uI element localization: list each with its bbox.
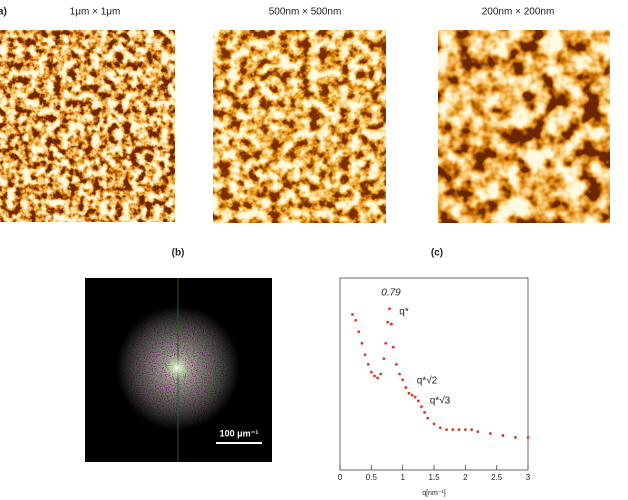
data-point: [373, 374, 376, 378]
data-point: [501, 434, 505, 437]
image-title: 500nm × 500nm: [269, 7, 342, 18]
x-tick-label: 0.5: [366, 473, 378, 482]
data-point: [416, 399, 420, 403]
image-title: 1μm × 1μm: [70, 7, 121, 18]
fft-core: [165, 356, 189, 380]
data-point: [366, 363, 370, 366]
annotation: 0.79: [381, 288, 401, 299]
data-point: [384, 341, 388, 345]
data-point: [357, 330, 361, 334]
scattering-chart: 0 0.5 1 1.5 2 2.5 3 q[nm⁻¹] 0.79 q* q*√2 q*√3: [338, 277, 531, 497]
data-point: [463, 428, 467, 432]
data-point: [476, 430, 480, 433]
data-point: [398, 372, 401, 376]
data-point: [420, 405, 423, 409]
x-tick-label: 2.5: [491, 473, 503, 482]
plot-frame: [339, 277, 529, 471]
panel-label: (c): [431, 248, 443, 259]
data-point: [514, 435, 517, 439]
x-tick-label: 1: [400, 473, 405, 482]
data-point: [526, 435, 530, 439]
data-point: [379, 372, 383, 376]
data-point: [423, 411, 426, 414]
x-axis-label: q[nm⁻¹]: [422, 490, 446, 497]
data-point: [354, 318, 358, 322]
annotation: q*√3: [430, 395, 451, 407]
data-point: [395, 363, 398, 366]
afm-image: [438, 30, 610, 223]
x-tick-label: 1.5: [428, 473, 440, 482]
data-point: [457, 428, 461, 432]
data-point: [382, 357, 386, 361]
data-point: [445, 428, 448, 432]
data-point: [351, 313, 354, 316]
afm-image: [0, 30, 175, 222]
data-point: [360, 341, 364, 345]
afm-image: [213, 30, 386, 223]
data-point: [389, 322, 393, 326]
data-point: [410, 393, 414, 397]
data-point: [413, 395, 417, 399]
data-point: [489, 432, 492, 435]
data-point: [470, 428, 473, 432]
x-tick-label: 0: [338, 473, 343, 482]
panel-label: (b): [172, 248, 185, 259]
data-point: [432, 422, 436, 426]
x-tick-label: 3: [526, 473, 531, 482]
data-point: [376, 376, 379, 380]
x-tick-label: 2: [463, 473, 468, 482]
image-title: 200nm × 200nm: [482, 7, 555, 18]
data-point: [391, 345, 395, 349]
scale-bar-label: 100 μm⁻¹: [220, 428, 259, 438]
data-point: [388, 307, 391, 311]
data-point: [363, 353, 367, 357]
data-point: [369, 370, 373, 374]
data-point: [407, 391, 411, 395]
data-point: [438, 426, 442, 430]
data-point: [451, 428, 455, 432]
data-point: [386, 320, 390, 324]
data-point: [404, 386, 408, 389]
data-point: [426, 416, 430, 420]
annotation: q*√2: [417, 375, 438, 387]
panel-label: a): [0, 7, 7, 18]
data-point: [401, 378, 405, 382]
annotation: q*: [399, 307, 409, 318]
